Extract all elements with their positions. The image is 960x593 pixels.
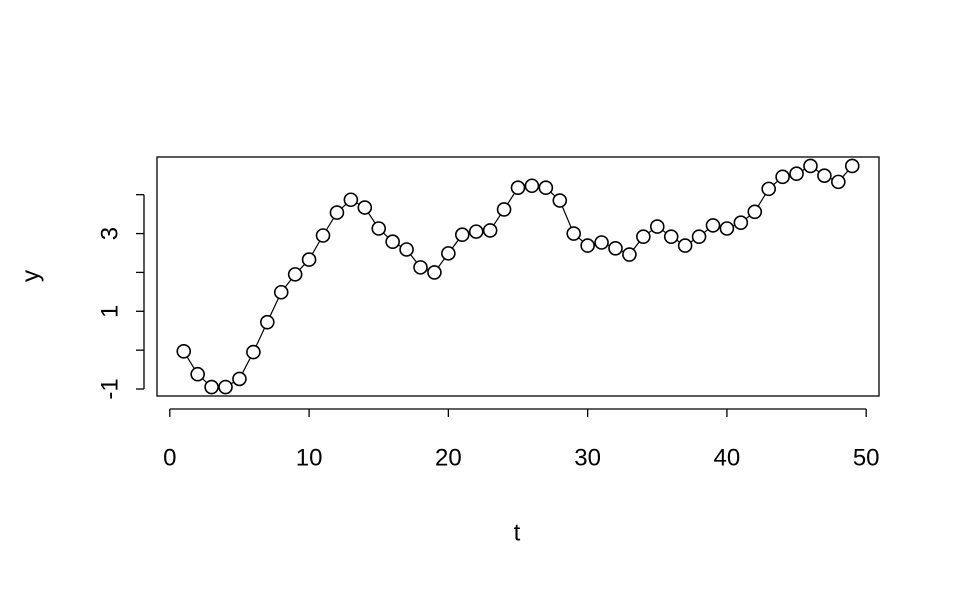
data-point <box>287 267 303 282</box>
plot-frame <box>156 156 880 397</box>
data-point <box>552 193 568 208</box>
y-tick-label: -1 <box>96 378 123 399</box>
data-point <box>385 234 400 250</box>
data-point <box>371 221 387 236</box>
data-point <box>831 174 846 190</box>
data-point <box>817 168 832 183</box>
data-point <box>413 260 428 275</box>
data-point <box>677 238 693 253</box>
y-tick-label: 1 <box>96 305 123 318</box>
data-point <box>343 192 359 208</box>
data-point <box>301 252 317 267</box>
data-point <box>260 314 275 330</box>
data-point <box>566 226 582 241</box>
data-point <box>524 178 540 194</box>
data-point <box>218 379 233 395</box>
data-point <box>580 238 595 253</box>
data-point <box>761 181 776 197</box>
data-point <box>691 229 707 244</box>
data-point <box>357 200 373 215</box>
data-point <box>190 366 205 382</box>
data-point <box>663 229 679 244</box>
series-line <box>183 165 853 388</box>
data-point <box>594 235 609 250</box>
x-tick-label: 40 <box>714 444 741 471</box>
data-point <box>705 218 721 233</box>
x-tick-label: 50 <box>853 444 880 471</box>
data-point <box>315 228 331 243</box>
data-point <box>399 242 414 257</box>
data-point <box>719 221 735 236</box>
data-point <box>622 247 637 262</box>
data-point <box>329 205 345 220</box>
x-tick-label: 0 <box>163 444 176 471</box>
x-tick-label: 10 <box>296 444 323 471</box>
data-point <box>747 204 763 220</box>
data-point <box>649 219 665 234</box>
y-tick-label: 3 <box>96 227 123 240</box>
data-point <box>844 158 860 174</box>
data-point <box>441 246 456 261</box>
data-point <box>636 229 651 244</box>
data-point <box>538 180 554 196</box>
data-point <box>482 223 498 238</box>
data-point <box>789 166 804 182</box>
data-point <box>510 180 526 196</box>
data-point <box>775 169 790 185</box>
data-point <box>273 284 289 300</box>
data-point <box>176 344 192 359</box>
data-point <box>454 227 470 243</box>
data-point <box>468 224 484 239</box>
data-point <box>204 379 219 395</box>
x-axis-label: t <box>514 519 521 546</box>
data-point <box>803 158 818 174</box>
data-point <box>427 265 442 280</box>
data-point <box>232 371 247 387</box>
y-axis-label: y <box>17 270 44 282</box>
x-tick-label: 20 <box>435 444 462 471</box>
data-point <box>496 202 512 217</box>
data-point <box>733 215 749 230</box>
x-tick-label: 30 <box>574 444 601 471</box>
data-point <box>246 344 261 360</box>
data-point <box>608 241 623 256</box>
